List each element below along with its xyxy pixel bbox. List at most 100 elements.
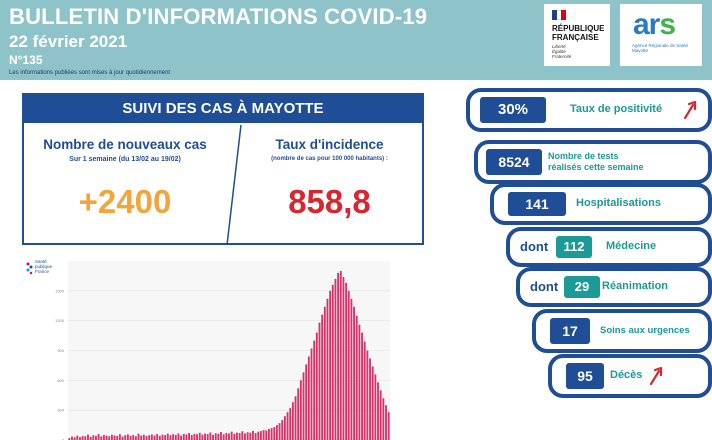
chart-bar xyxy=(68,438,71,440)
stat-value: 29 xyxy=(564,276,600,298)
chart-bar xyxy=(100,436,103,440)
chart-bar xyxy=(169,435,172,440)
trend-up-arrow-icon xyxy=(649,366,663,386)
y-tick-label: 600 xyxy=(57,378,64,383)
chart-bar xyxy=(331,284,334,440)
chart-bar xyxy=(188,433,191,440)
chart-bar xyxy=(81,436,84,440)
chart-bar xyxy=(126,434,129,440)
chart-bar xyxy=(329,290,332,440)
chart-bar xyxy=(182,434,185,440)
chart-bar xyxy=(166,433,169,440)
chart-bar xyxy=(257,431,260,440)
stat-label: Nombre de tests réalisés cette semaine xyxy=(548,151,644,172)
chart-bar xyxy=(339,270,342,440)
new-cases-period: Sur 1 semaine (du 13/02 au 19/02) xyxy=(69,156,181,163)
y-tick-label: 900 xyxy=(57,348,64,353)
chart-bar xyxy=(374,374,377,440)
chart-bar xyxy=(361,332,363,440)
stat-label: Soins aux urgences xyxy=(600,324,690,336)
chart-bar xyxy=(366,350,369,440)
stat-value: 112 xyxy=(556,236,592,258)
chart-bar xyxy=(79,437,81,440)
stat-value: 30% xyxy=(480,97,546,123)
stat-card: 17 Soins aux urgences xyxy=(532,309,712,353)
chart-bar xyxy=(73,437,76,440)
chart-bar xyxy=(355,315,358,440)
incidence-value: 858,8 xyxy=(288,183,371,220)
suivi-cas-panel: SUIVI DES CAS À MAYOTTE Nombre de nouvea… xyxy=(22,93,424,245)
stat-value: 141 xyxy=(508,192,566,216)
chart-bar xyxy=(76,435,79,440)
chart-bar xyxy=(267,429,270,440)
chart-bar xyxy=(238,433,241,440)
chart-bar xyxy=(124,435,127,440)
chart-bar xyxy=(92,435,95,440)
stat-label: Hospitalisations xyxy=(576,197,661,209)
ars-s-letter: s xyxy=(659,8,676,41)
chart-bar xyxy=(363,341,366,440)
chart-bar xyxy=(113,435,116,440)
chart-bar xyxy=(254,433,257,440)
chart-bar xyxy=(385,405,387,440)
trend-up-arrow-icon xyxy=(683,100,697,120)
chart-bar xyxy=(387,412,390,440)
chart-bar xyxy=(172,434,175,440)
chart-bar xyxy=(190,435,193,440)
chart-bar xyxy=(236,432,238,440)
stat-value: 95 xyxy=(566,363,604,389)
chart-bar xyxy=(377,382,379,440)
chart-bar xyxy=(358,324,361,440)
cases-chart: Santé publique France 0 300 600 900 1200 1500 xyxy=(22,255,402,440)
chart-bar xyxy=(222,434,225,440)
chart-bar xyxy=(275,425,278,440)
y-tick-label: 300 xyxy=(57,408,64,413)
cases-bar-chart: 0 300 600 900 1200 1500 xyxy=(55,261,390,440)
header-banner: BULLETIN D'INFORMATIONS COVID-19 22 févr… xyxy=(0,0,712,80)
chart-bar xyxy=(294,396,297,440)
stat-card: 8524 Nombre de tests réalisés cette semai… xyxy=(474,140,712,184)
chart-bar xyxy=(116,436,119,440)
chart-bar xyxy=(345,282,348,440)
chart-bar xyxy=(299,380,302,440)
chart-bar xyxy=(204,433,206,440)
suivi-heading: SUIVI DES CAS À MAYOTTE xyxy=(24,95,422,123)
chart-bar xyxy=(249,432,252,440)
chart-bar xyxy=(305,364,308,440)
chart-bar xyxy=(310,348,313,440)
chart-bar xyxy=(347,290,350,440)
incidence-note: (nombre de cas pour 100 000 habitants) : xyxy=(271,156,388,162)
chart-bar xyxy=(129,435,132,440)
chart-bar xyxy=(140,435,143,440)
diagonal-divider xyxy=(226,124,242,243)
bulletin-date: 22 février 2021 xyxy=(9,32,128,51)
chart-bar xyxy=(318,322,321,440)
stat-value: 8524 xyxy=(486,149,542,175)
chart-bar xyxy=(337,272,340,440)
chart-bar xyxy=(262,430,265,440)
chart-bar xyxy=(97,434,100,440)
sante-publique-logo-icon xyxy=(26,262,33,275)
chart-bar xyxy=(137,433,140,440)
chart-bar xyxy=(177,433,180,440)
chart-bar xyxy=(228,433,230,440)
chart-bar xyxy=(156,434,159,440)
ars-wordmark: ars xyxy=(633,8,676,42)
stat-label: Médecine xyxy=(606,240,657,252)
chart-bar xyxy=(196,434,198,440)
chart-bar xyxy=(214,433,217,440)
update-note: Les informations publiées sont mises à j… xyxy=(9,70,171,76)
chart-bar xyxy=(297,388,300,440)
chart-bar xyxy=(334,278,337,440)
chart-bar xyxy=(379,390,382,440)
chart-bar xyxy=(289,408,292,440)
chart-bar xyxy=(342,276,345,440)
chart-bar xyxy=(161,434,164,440)
chart-bar xyxy=(174,434,177,440)
chart-bar xyxy=(382,398,385,440)
chart-bar xyxy=(230,431,233,440)
incidence-label: Taux d'incidence xyxy=(275,137,384,152)
chart-bar xyxy=(220,432,222,440)
stat-value: 17 xyxy=(550,318,590,344)
chart-bar xyxy=(323,306,326,440)
